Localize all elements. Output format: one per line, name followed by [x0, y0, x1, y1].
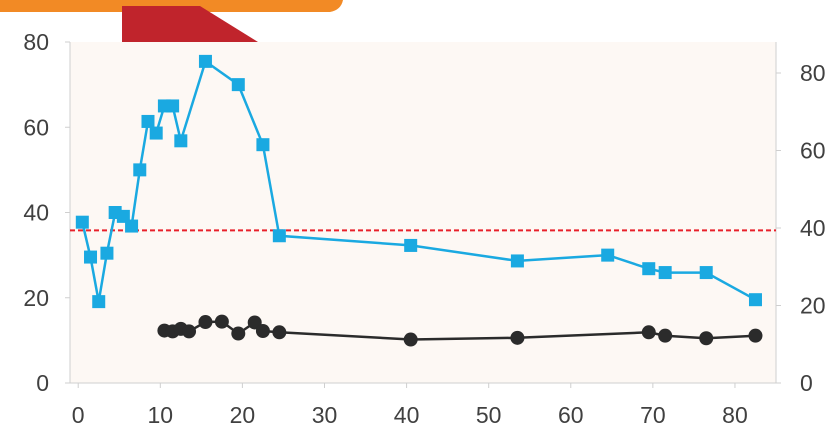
series-1-point: [198, 54, 212, 68]
x-tick-label: 30: [312, 402, 338, 428]
series-2-point: [198, 315, 213, 330]
series-2-point: [272, 325, 287, 340]
series-1-point: [92, 295, 106, 309]
series-2-point: [182, 324, 197, 339]
y-right-tick-label: 40: [800, 215, 826, 241]
red-banner-block: [122, 6, 200, 42]
x-tick-label: 70: [640, 402, 666, 428]
series-2-point: [641, 325, 656, 340]
series-1-point: [149, 126, 163, 140]
series-1-point: [699, 266, 713, 280]
series-1-point: [231, 78, 245, 92]
x-tick-label: 60: [558, 402, 584, 428]
series-2-point: [231, 326, 246, 341]
y-right-tick-label: 0: [800, 370, 813, 396]
series-1-point: [272, 229, 286, 243]
y-left-tick-label: 60: [23, 114, 49, 140]
series-1-point: [658, 266, 672, 280]
series-1-point: [601, 248, 615, 262]
series-2-point: [510, 330, 525, 345]
series-1-point: [125, 219, 139, 233]
y-right-tick-label: 60: [800, 138, 826, 164]
y-left-tick-label: 80: [23, 29, 49, 55]
series-1-point: [133, 163, 147, 177]
series-1-point: [642, 262, 656, 276]
x-tick-label: 80: [722, 402, 748, 428]
series-1-point: [404, 238, 418, 252]
series-1-point: [75, 215, 89, 229]
series-1-line: [81, 59, 757, 302]
y-right-tick-label: 20: [800, 293, 826, 319]
x-tick-label: 10: [148, 402, 174, 428]
series-2-point: [255, 323, 270, 338]
series-2-point: [403, 332, 418, 347]
x-tick-label: 20: [230, 402, 256, 428]
series-2-point: [699, 331, 714, 346]
y-right-tick-label: 80: [800, 60, 826, 86]
series-1-point: [748, 293, 762, 307]
series-1-point: [256, 138, 270, 152]
series-1-point: [166, 99, 180, 113]
y-left-tick-label: 20: [23, 285, 49, 311]
series-1-point: [100, 246, 114, 260]
series-1-point: [510, 254, 524, 268]
series-1-point: [174, 134, 188, 148]
series-1-point: [141, 114, 155, 128]
x-tick-label: 50: [476, 402, 502, 428]
red-banner-wedge: [200, 6, 258, 42]
y-left-tick-label: 40: [23, 200, 49, 226]
series-2-point: [214, 314, 229, 329]
y-left-tick-label: 0: [36, 370, 49, 396]
series-2-point: [748, 328, 763, 343]
x-tick-label: 0: [72, 402, 85, 428]
series-1-point: [84, 250, 98, 264]
series-2-point: [658, 328, 673, 343]
x-tick-label: 40: [394, 402, 420, 428]
